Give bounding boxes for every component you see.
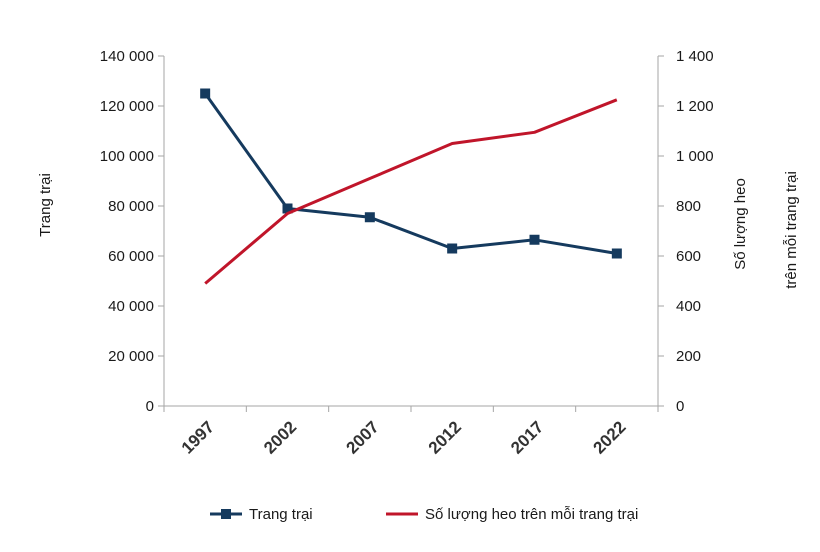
- legend-marker-farms: [221, 509, 231, 519]
- legend-label-farms: Trang trại: [249, 506, 313, 523]
- x-tick-label: 2022: [589, 417, 629, 457]
- left-y-tick-label: 40 000: [108, 298, 154, 315]
- right-y-tick-label: 600: [676, 248, 701, 265]
- x-tick-label: 1997: [178, 417, 218, 457]
- right-y-axis-ticks: 0 200 400 600 800 1 000 1 200 1 400: [658, 48, 714, 415]
- right-y-tick-label: 200: [676, 348, 701, 365]
- legend-item-farms: Trang trại: [210, 506, 313, 523]
- legend-label-pigs-per-farm: Số lượng heo trên mỗi trang trại: [425, 506, 638, 523]
- left-y-tick-label: 60 000: [108, 248, 154, 265]
- right-y-tick-label: 800: [676, 198, 701, 215]
- x-tick-label: 2017: [507, 417, 547, 457]
- right-y-axis-title-line1: Số lượng heo: [732, 178, 749, 270]
- left-y-axis-ticks: 0 20 000 40 000 60 000 80 000 100 000 120 000 1…: [100, 48, 164, 415]
- legend-item-pigs-per-farm: Số lượng heo trên mỗi trang trại: [386, 506, 638, 523]
- data-point-marker: [447, 243, 458, 254]
- left-y-tick-label: 80 000: [108, 198, 154, 215]
- legend: Trang trại Số lượng heo trên mỗi trang t…: [210, 506, 638, 523]
- left-y-tick-label: 140 000: [100, 48, 154, 65]
- right-y-tick-label: 400: [676, 298, 701, 315]
- data-point-marker: [529, 234, 540, 245]
- series-layer: [200, 88, 622, 285]
- chart-axes: [163, 56, 659, 407]
- series-farms: [200, 88, 622, 259]
- data-point-marker: [282, 203, 293, 214]
- left-y-tick-label: 0: [146, 398, 154, 415]
- series-line: [203, 92, 618, 255]
- series-pigs-per-farm: [204, 98, 618, 285]
- right-y-tick-label: 1 200: [676, 98, 714, 115]
- data-point-marker: [200, 88, 211, 99]
- right-y-tick-label: 1 400: [676, 48, 714, 65]
- x-axis-ticks: 1997 2002 2007 2012 2017 2022: [163, 406, 659, 458]
- left-y-tick-label: 20 000: [108, 348, 154, 365]
- x-tick-label: 2002: [260, 417, 300, 457]
- data-point-marker: [364, 212, 375, 223]
- left-y-tick-label: 100 000: [100, 148, 154, 165]
- data-point-marker: [611, 248, 622, 259]
- left-y-tick-label: 120 000: [100, 98, 154, 115]
- left-y-axis-title: Trang trại: [37, 173, 54, 237]
- series-line: [204, 98, 618, 285]
- right-y-axis-title-line2: trên mỗi trang trại: [783, 171, 800, 289]
- right-y-tick-label: 1 000: [676, 148, 714, 165]
- x-tick-label: 2012: [425, 417, 465, 457]
- right-y-tick-label: 0: [676, 398, 684, 415]
- x-tick-label: 2007: [342, 417, 382, 457]
